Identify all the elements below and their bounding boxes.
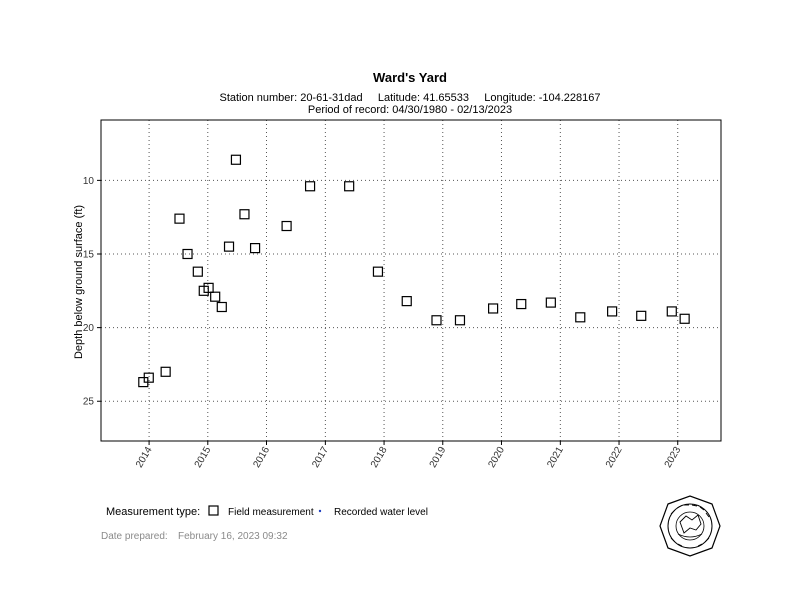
data-point [239, 209, 250, 220]
data-point [431, 315, 442, 326]
data-point [160, 366, 171, 377]
x-tick-label: 2019 [428, 445, 449, 470]
data-point [182, 248, 193, 260]
x-tick-label: 2021 [545, 445, 566, 470]
x-tick-label: 2020 [486, 445, 507, 470]
state-engineer-seal-icon [659, 495, 721, 557]
x-tick-label: 2017 [310, 445, 331, 470]
data-point [249, 243, 261, 254]
x-tick-label: 2023 [663, 445, 684, 470]
data-point [454, 315, 466, 326]
legend-title: Measurement type: [106, 506, 200, 518]
x-tick-label: 2014 [134, 445, 155, 470]
data-points [138, 154, 690, 388]
date-prepared-label: Date prepared: [101, 531, 168, 542]
data-point [516, 298, 527, 310]
data-point [281, 220, 292, 232]
data-point [143, 372, 154, 383]
data-point [575, 312, 586, 323]
data-point [679, 313, 690, 324]
data-point [344, 181, 355, 192]
grid-lines [101, 120, 721, 441]
date-prepared-value: February 16, 2023 09:32 [178, 531, 288, 542]
data-point [666, 306, 677, 317]
y-tick-label: 20 [83, 323, 95, 334]
plot-border [100, 119, 722, 442]
legend-recorded-label: Recorded water level [334, 507, 428, 518]
y-tick-label: 25 [83, 397, 95, 408]
y-tick-label: 15 [83, 249, 95, 260]
chart-title: Ward's Yard [373, 70, 447, 85]
y-tick-label: 10 [83, 176, 95, 187]
data-point [192, 266, 203, 277]
legend: Measurement type: Field measurement Reco… [106, 505, 428, 518]
data-point [372, 266, 384, 277]
x-tick-label: 2015 [193, 445, 214, 470]
x-tick-label: 2016 [251, 445, 272, 470]
legend-field-marker-icon [208, 505, 219, 516]
x-tick-label: 2018 [369, 445, 390, 470]
station-info: Station number: 20-61-31dad Latitude: 41… [219, 92, 600, 104]
data-point [230, 154, 242, 165]
x-tick-label: 2022 [604, 445, 625, 470]
legend-recorded-marker-icon [318, 509, 322, 513]
data-point [216, 301, 227, 313]
data-point [304, 181, 316, 192]
data-point [488, 303, 499, 314]
data-point [401, 296, 412, 307]
plot-area: 10 15 20 25 2014 2015 2016 2017 2018 2019 2020 2021… [83, 119, 722, 470]
data-point [545, 297, 556, 308]
data-point [223, 241, 235, 252]
axes: 10 15 20 25 2014 2015 2016 2017 2018 2019 2020 2021… [83, 176, 684, 470]
data-point [203, 282, 214, 293]
data-point [636, 310, 647, 321]
y-axis-title: Depth below ground surface (ft) [73, 205, 85, 359]
data-point [607, 306, 618, 317]
data-point [174, 213, 185, 224]
data-point [210, 291, 221, 302]
period-of-record: Period of record: 04/30/1980 - 02/13/202… [308, 104, 512, 116]
legend-field-label: Field measurement [228, 507, 314, 518]
